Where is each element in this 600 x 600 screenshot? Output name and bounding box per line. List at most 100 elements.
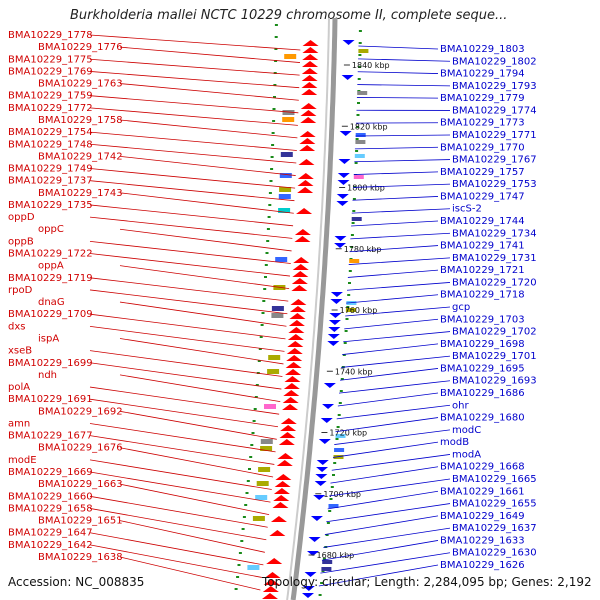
forward-gene-arrow [302, 54, 319, 60]
gc-tick [347, 294, 351, 296]
kbp-tick-label: 1760 kbp [340, 306, 378, 315]
left-leader-line [89, 216, 293, 239]
forward-gene-arrow [296, 208, 313, 214]
reverse-gene-arrow [322, 404, 335, 409]
gc-tick [328, 510, 332, 512]
gc-tick [335, 438, 339, 440]
reverse-gene-arrow [330, 299, 343, 304]
left-gene-label: BMA10229_1776 [38, 42, 123, 53]
right-gene-label: BMA10229_1803 [440, 44, 525, 55]
left-leader-line [119, 374, 281, 403]
left-leader-line [89, 362, 282, 390]
forward-gene-arrow [301, 75, 318, 81]
gc-tick [322, 558, 326, 560]
left-leader-line [89, 107, 298, 126]
forward-gene-arrow [302, 61, 319, 67]
feature-block [322, 560, 333, 564]
right-leader-line [353, 171, 439, 175]
forward-gene-arrow [288, 320, 305, 326]
chromosome-backbone [286, 17, 338, 600]
forward-gene-arrow [300, 117, 317, 123]
forward-gene-arrow [270, 516, 287, 522]
forward-gene-arrow [283, 383, 300, 389]
feature-block [255, 495, 268, 500]
feature-block [321, 567, 332, 571]
gc-tick [264, 276, 267, 278]
reverse-gene-arrow [313, 495, 326, 500]
gc-tick [271, 144, 275, 146]
right-leader-line [346, 294, 439, 304]
right-leader-line [351, 208, 451, 214]
gc-tick [339, 390, 343, 392]
forward-gene-arrow [299, 138, 316, 144]
reverse-gene-arrow [327, 341, 340, 346]
right-gene-label: ohr [452, 400, 469, 411]
left-gene-label: BMA10229_1692 [38, 406, 123, 417]
left-gene-label: BMA10229_1772 [8, 103, 93, 114]
forward-gene-arrow [289, 306, 306, 312]
gc-tick [252, 420, 256, 422]
reverse-gene-arrow [308, 537, 321, 542]
right-gene-label: modA [452, 449, 481, 460]
gc-tick [269, 180, 273, 182]
gc-tick [333, 462, 337, 464]
reverse-gene-arrow [334, 243, 347, 248]
gc-tick [337, 414, 341, 416]
gc-tick [329, 498, 333, 500]
gc-tick [244, 504, 248, 506]
forward-gene-arrow [290, 299, 307, 305]
gc-tick [255, 384, 259, 386]
left-leader-line [89, 34, 301, 51]
left-leader-line [89, 532, 264, 566]
left-gene-label: BMA10229_1749 [8, 164, 93, 175]
reverse-gene-arrow [310, 516, 323, 521]
forward-gene-arrow [283, 390, 300, 396]
reverse-gene-arrow [316, 460, 329, 465]
label-leader-lines [89, 34, 451, 591]
right-gene-label: BMA10229_1630 [452, 548, 537, 559]
gc-tick [268, 192, 272, 194]
right-gene-label: BMA10229_1703 [440, 314, 525, 325]
right-gene-label: iscS-2 [452, 204, 482, 215]
forward-gene-arrow [273, 488, 290, 494]
left-gene-label: BMA10229_1638 [38, 552, 123, 563]
right-leader-line [340, 368, 439, 381]
forward-gene-arrow [297, 187, 314, 193]
reverse-gene-arrow [341, 75, 354, 80]
left-gene-label: BMA10229_1748 [8, 139, 93, 150]
reverse-gene-arrow [323, 383, 336, 388]
left-gene-label: BMA10229_1699 [8, 358, 93, 369]
right-gene-label: BMA10229_1779 [440, 93, 525, 104]
right-gene-label: BMA10229_1757 [440, 167, 525, 178]
right-gene-label: BMA10229_1693 [452, 376, 537, 387]
left-gene-label: dxs [8, 321, 25, 332]
feature-block [258, 467, 271, 472]
right-gene-label: BMA10229_1718 [440, 290, 525, 301]
reverse-gene-arrow [307, 551, 320, 556]
right-gene-label: BMA10229_1637 [452, 523, 537, 534]
left-leader-line [119, 46, 301, 63]
right-leader-line [348, 257, 451, 265]
gc-tick [345, 318, 349, 320]
gc-tick [354, 162, 358, 164]
right-gene-label: BMA10229_1668 [440, 462, 525, 473]
gc-tick [240, 540, 244, 542]
gene-labels: BMA10229_1778BMA10229_1776BMA10229_1775B… [8, 30, 537, 571]
reverse-gene-arrow [336, 201, 349, 206]
left-gene-label: BMA10229_1669 [8, 467, 93, 478]
right-gene-label: BMA10229_1720 [452, 277, 537, 288]
forward-gene-arrow [300, 110, 317, 116]
left-gene-label: modE [8, 455, 37, 466]
feature-block [345, 308, 356, 312]
gc-tick [358, 30, 362, 32]
gc-tick [358, 54, 362, 56]
right-gene-label: BMA10229_1695 [440, 363, 525, 374]
left-gene-label: BMA10229_1769 [8, 66, 93, 77]
forward-gene-arrow [287, 334, 304, 340]
reverse-gene-arrow [339, 131, 352, 136]
left-leader-line [119, 83, 299, 101]
right-gene-label: BMA10229_1633 [440, 535, 525, 546]
right-leader-line [344, 318, 439, 330]
gc-tick [266, 228, 270, 230]
forward-gene-arrow [264, 572, 281, 578]
